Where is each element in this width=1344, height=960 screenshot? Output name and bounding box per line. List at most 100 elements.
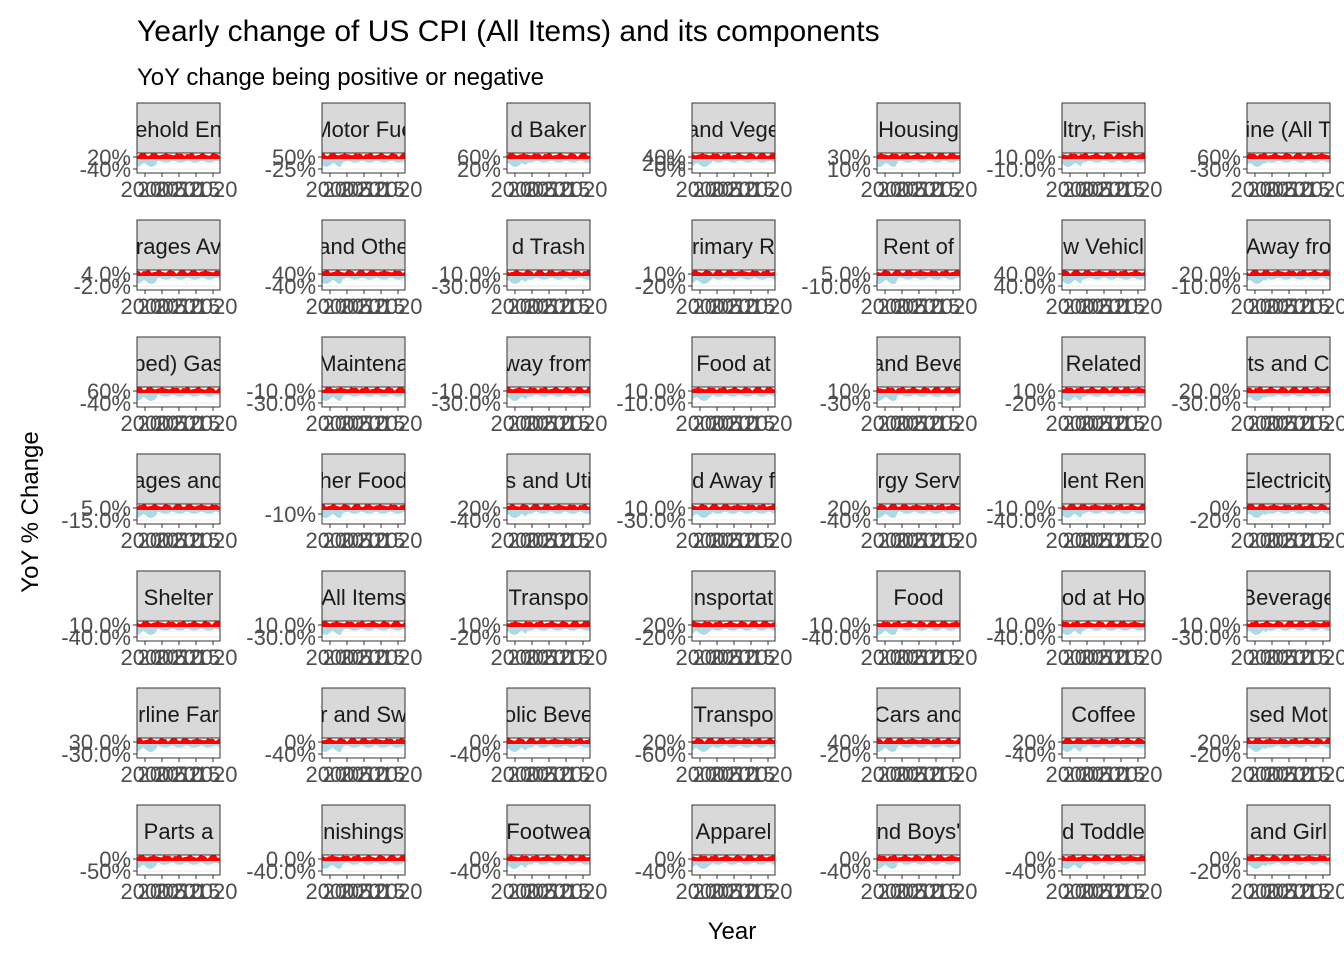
negative-area [507,861,590,869]
y-tick-label: 10% [827,157,871,182]
x-tick-label: 2000 [861,645,910,670]
positive-area [692,387,775,393]
negative-area [137,861,220,869]
x-tick-label: 2005 [323,528,372,553]
y-tick-label: -40% [820,508,871,533]
x-tick-label: 2000 [1046,879,1095,904]
y-tick-label: 10.0% [624,379,686,404]
x-tick-label: 2000 [676,294,725,319]
x-tick-label: 2000 [1231,411,1280,436]
positive-area [877,387,960,393]
facet-strip [876,219,961,271]
positive-area [1247,153,1330,159]
y-tick-label: -30.0% [616,508,686,533]
x-tick-label: 2010 [525,294,574,319]
y-tick-label: -10.0% [616,391,686,416]
negative-area [1062,861,1145,869]
facet-strip-label: Transpo [694,702,774,727]
x-tick-label: 2020 [1114,762,1163,787]
facet-strip-label: and Vege [687,117,780,142]
x-tick-label: 2000 [861,411,910,436]
x-tick-label: 2020 [1114,528,1163,553]
x-tick-label: 2015 [912,879,961,904]
x-tick-label: 2010 [155,294,204,319]
facet-strip-label: ts and C [1248,351,1330,376]
facet-strip [1246,336,1331,388]
y-tick-label: 10.0% [1179,613,1241,638]
x-tick-label: 2020 [929,879,978,904]
x-tick-label: 2005 [138,177,187,202]
x-tick-label: 2005 [508,411,557,436]
positive-area [137,621,220,627]
facet-strip-label: Food [893,585,943,610]
x-tick-label: 2020 [929,411,978,436]
x-tick-label: 2000 [491,294,540,319]
x-tick-label: 2010 [155,528,204,553]
x-tick-label: 2000 [861,879,910,904]
x-tick-label: 2015 [1282,879,1331,904]
chart-title: Yearly change of US CPI (All Items) and … [137,15,880,48]
x-tick-label: 2005 [1248,879,1297,904]
negative-area [1247,276,1330,284]
x-tick-label: 2010 [155,762,204,787]
x-tick-label: 2000 [306,879,355,904]
x-tick-label: 2015 [912,762,961,787]
facet-strip-label: nsportat [694,585,774,610]
facet-strip [1246,687,1331,739]
positive-area [877,153,960,159]
y-tick-label: -25% [265,157,316,182]
y-tick-label: -10.0% [1171,274,1241,299]
negative-area [322,744,405,752]
facet-strip [136,336,221,388]
x-tick-label: 2020 [559,294,608,319]
x-tick-label: 2005 [138,294,187,319]
y-tick-label: 10% [457,613,501,638]
positive-area [877,738,960,744]
facet-panel: ltry, Fish 10.0%-10.0%2000200520102015202… [986,102,1162,202]
x-tick-label: 2005 [878,177,927,202]
facet-strip [876,453,961,505]
x-tick-label: 2015 [357,177,406,202]
x-tick-label: 2015 [727,294,776,319]
positive-area [507,387,590,393]
facet-strip [1061,102,1146,154]
y-tick-label: -10.0% [986,496,1056,521]
y-tick-label: 40% [642,145,686,170]
negative-area [877,744,960,752]
facet-strip [876,102,961,154]
x-tick-label: 2010 [155,879,204,904]
negative-area [1247,861,1330,869]
positive-area [507,855,590,861]
negative-area [137,276,220,284]
positive-area [137,738,220,744]
facet-strip [691,453,776,505]
x-tick-label: 2000 [676,879,725,904]
x-tick-label: 2020 [1299,177,1344,202]
positive-area [877,270,960,276]
x-tick-label: 2015 [1097,879,1146,904]
y-tick-label: -20% [1190,742,1241,767]
x-tick-label: 2000 [121,294,170,319]
facet-strip [321,453,406,505]
facet-strip-label: Related [1066,351,1142,376]
facet-strip-label: r and Sw [320,702,407,727]
facet-strip [136,687,221,739]
y-tick-label: 60% [457,145,501,170]
positive-area [137,855,220,861]
facet-strip-label: Electricity [1241,468,1335,493]
positive-area [1062,270,1145,276]
x-tick-label: 2000 [1231,645,1280,670]
facet-strip-label: Coffee [1071,702,1135,727]
positive-area [1247,504,1330,510]
positive-area [322,387,405,393]
